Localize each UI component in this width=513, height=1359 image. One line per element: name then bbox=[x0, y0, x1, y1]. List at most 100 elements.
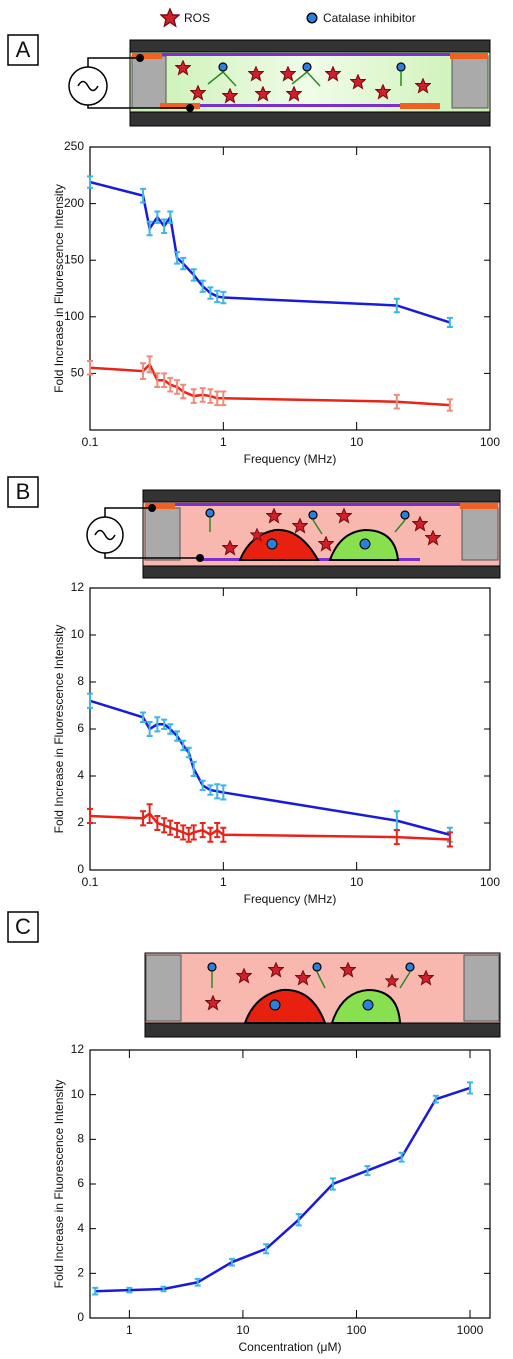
error-bar bbox=[140, 187, 147, 204]
y-axis-title: Fold Increase in Fluorescence Intensity bbox=[52, 184, 66, 393]
y-tick-label: 2 bbox=[77, 1266, 84, 1280]
error-bar bbox=[220, 290, 227, 305]
error-bar bbox=[393, 829, 400, 846]
series-line bbox=[95, 1086, 471, 1293]
error-bar bbox=[160, 1285, 167, 1293]
error-bar bbox=[214, 390, 221, 407]
y-tick-label: 8 bbox=[77, 1132, 84, 1146]
y-tick-label: 4 bbox=[77, 768, 84, 782]
y-tick-label: 4 bbox=[77, 1221, 84, 1235]
series-line bbox=[89, 699, 451, 836]
x-axis-title: Frequency (MHz) bbox=[244, 452, 337, 466]
error-bar bbox=[207, 784, 214, 796]
error-bar bbox=[446, 831, 453, 848]
error-bar bbox=[393, 297, 400, 314]
error-bar bbox=[214, 783, 221, 800]
x-tick-label: 1 bbox=[220, 435, 227, 449]
y-tick-label: 12 bbox=[71, 580, 85, 594]
error-bar bbox=[154, 210, 161, 224]
error-bar bbox=[167, 723, 174, 735]
error-bar bbox=[446, 398, 453, 412]
y-tick-label: 250 bbox=[64, 139, 84, 153]
error-bar bbox=[190, 824, 197, 841]
error-bar bbox=[214, 822, 221, 839]
error-bar bbox=[180, 256, 187, 271]
y-tick-label: 6 bbox=[77, 721, 84, 735]
legend-label: ROS bbox=[184, 11, 210, 25]
series-line bbox=[89, 811, 450, 841]
error-bar bbox=[174, 379, 181, 395]
x-tick-label: 10 bbox=[236, 1323, 250, 1337]
panel-label: B bbox=[16, 479, 31, 504]
error-bar bbox=[167, 210, 174, 224]
error-bar bbox=[161, 817, 168, 834]
error-bar bbox=[154, 372, 161, 388]
error-bar bbox=[174, 822, 181, 839]
error-bar bbox=[154, 814, 161, 832]
error-bar bbox=[87, 175, 93, 189]
error-bar bbox=[329, 1177, 336, 1191]
error-bar bbox=[185, 826, 192, 843]
device-diagram bbox=[86, 489, 501, 579]
error-bar bbox=[295, 1213, 302, 1227]
error-bar bbox=[87, 692, 93, 709]
error-bar bbox=[185, 746, 192, 759]
error-bar bbox=[146, 720, 153, 738]
error-bar bbox=[220, 784, 227, 801]
error-bar bbox=[140, 362, 147, 381]
y-tick-label: 150 bbox=[64, 252, 84, 266]
panel-label: C bbox=[15, 914, 31, 939]
error-bar bbox=[174, 251, 181, 265]
error-bar bbox=[180, 824, 187, 841]
error-bar bbox=[190, 388, 197, 404]
y-tick-label: 10 bbox=[71, 1087, 85, 1101]
error-bar bbox=[207, 286, 214, 300]
error-bar bbox=[140, 711, 147, 723]
error-bar bbox=[393, 393, 400, 410]
error-bar bbox=[364, 1165, 371, 1177]
error-bar bbox=[87, 359, 93, 376]
error-bar bbox=[161, 218, 168, 235]
y-tick-label: 100 bbox=[64, 309, 84, 323]
device-diagram bbox=[68, 39, 491, 127]
error-bar bbox=[92, 1286, 99, 1296]
error-bar bbox=[446, 316, 453, 328]
error-bar bbox=[207, 826, 214, 843]
x-tick-label: 100 bbox=[480, 875, 500, 889]
error-bar bbox=[146, 220, 153, 237]
plot-frame bbox=[89, 146, 491, 431]
error-bar bbox=[174, 730, 181, 742]
y-tick-label: 0 bbox=[77, 862, 84, 876]
x-tick-label: 1 bbox=[220, 875, 227, 889]
x-tick-label: 10 bbox=[350, 435, 364, 449]
y-tick-label: 200 bbox=[64, 196, 84, 210]
y-axis-title: Fold Increase in Fluorescence Intensity bbox=[52, 625, 66, 834]
error-bar bbox=[199, 779, 206, 792]
error-bar bbox=[228, 1257, 235, 1267]
error-bar bbox=[126, 1286, 133, 1294]
x-axis-title: Concentration (μM) bbox=[239, 1340, 342, 1354]
legend: ROS Catalase inhibitor bbox=[160, 8, 416, 27]
error-bar bbox=[214, 289, 221, 304]
error-bar bbox=[140, 810, 147, 827]
error-bar bbox=[180, 383, 187, 400]
error-bar bbox=[220, 826, 227, 843]
x-tick-label: 100 bbox=[346, 1323, 366, 1337]
x-tick-label: 0.1 bbox=[82, 435, 99, 449]
panel-labels: A B C bbox=[7, 34, 39, 943]
y-tick-label: 12 bbox=[71, 1042, 85, 1056]
error-bar bbox=[161, 718, 168, 730]
error-bar bbox=[207, 388, 214, 404]
y-tick-label: 2 bbox=[77, 815, 84, 829]
device-diagram bbox=[144, 952, 501, 1038]
error-bar bbox=[199, 387, 206, 403]
error-bar bbox=[467, 1081, 474, 1095]
y-tick-label: 0 bbox=[77, 1310, 84, 1324]
error-bar bbox=[199, 822, 206, 839]
error-bar bbox=[154, 716, 161, 733]
legend-label: Catalase inhibitor bbox=[323, 11, 416, 25]
x-tick-label: 1 bbox=[126, 1323, 133, 1337]
error-bar bbox=[180, 739, 187, 752]
x-tick-label: 1000 bbox=[457, 1323, 484, 1337]
